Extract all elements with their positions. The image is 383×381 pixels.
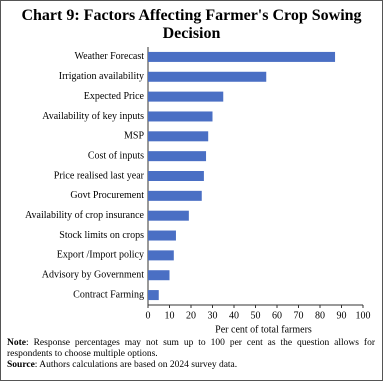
x-tick-label: 80 — [315, 310, 325, 321]
bar — [148, 151, 207, 162]
bar — [148, 71, 267, 82]
bar — [148, 250, 174, 261]
y-tick-label: Govt Procurement — [70, 190, 144, 201]
x-tick-label: 10 — [165, 310, 175, 321]
y-tick-label: Stock limits on crops — [59, 230, 144, 241]
y-tick-label: Advisory by Government — [42, 270, 144, 281]
y-tick-label: MSP — [124, 131, 144, 142]
bar — [148, 210, 189, 221]
y-tick-label: Contract Farming — [73, 289, 144, 300]
bar — [148, 111, 213, 122]
bar — [148, 270, 170, 281]
bar — [148, 51, 336, 62]
x-tick-label: 30 — [208, 310, 218, 321]
y-tick-label: Expected Price — [84, 91, 145, 102]
source-label: Source — [7, 360, 35, 370]
chart-title: Chart 9: Factors Affecting Farmer's Crop… — [21, 7, 362, 42]
y-tick-label: Irrigation availability — [59, 71, 144, 82]
x-tick-label: 20 — [186, 310, 196, 321]
bar — [148, 91, 224, 102]
y-tick-label: Cost of inputs — [88, 150, 144, 161]
bar — [148, 290, 159, 301]
y-tick-label: Availability of key inputs — [42, 111, 144, 122]
x-tick-label: 0 — [146, 310, 151, 321]
x-tick-label: 40 — [229, 310, 239, 321]
x-tick-label: 90 — [337, 310, 347, 321]
x-tick-label: 50 — [251, 310, 261, 321]
source: Source: Authors calculations are based o… — [7, 360, 375, 371]
notes: Note: Response percentages may not sum u… — [7, 338, 375, 371]
x-tick-label: 60 — [272, 310, 282, 321]
x-tick-label: 100 — [356, 310, 371, 321]
y-tick-label: Availability of crop insurance — [25, 210, 145, 221]
x-tick-label: 70 — [294, 310, 304, 321]
y-tick-label: Price realised last year — [54, 170, 145, 181]
bar — [148, 230, 176, 241]
note-text: : Response percentages may not sum up to… — [7, 338, 375, 359]
y-tick-label: Weather Forecast — [75, 51, 145, 62]
source-text: : Authors calculations are based on 2024… — [34, 360, 238, 370]
bar — [148, 171, 204, 181]
y-tick-label: Export /Import policy — [57, 250, 144, 261]
x-axis-label: Per cent of total farmers — [215, 324, 312, 335]
bar — [148, 190, 202, 201]
note-label: Note — [7, 338, 26, 348]
bar — [148, 131, 209, 142]
note: Note: Response percentages may not sum u… — [7, 338, 375, 360]
